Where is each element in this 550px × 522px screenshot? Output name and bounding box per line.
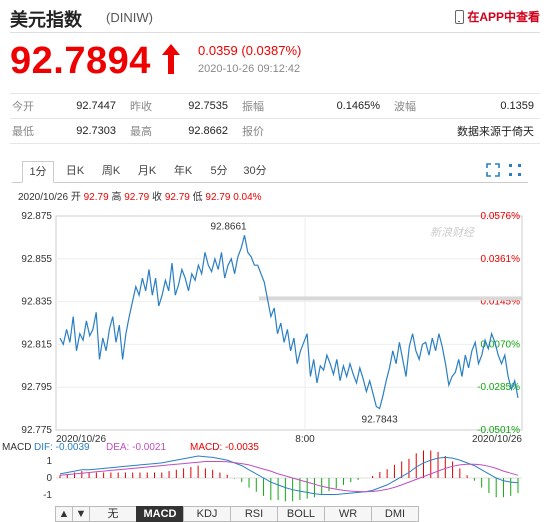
intraday-chart[interactable]: 92.875 92.855 92.835 92.815 92.795 92.775 0.05… xyxy=(0,200,550,506)
stat-value: 0.1465% xyxy=(294,93,386,119)
tab-monthly-k[interactable]: 月K xyxy=(137,165,157,177)
stat-label: 今开 xyxy=(10,93,58,119)
tab-yearly-k[interactable]: 年K xyxy=(173,165,193,177)
y-tick-label-right: 0.0361% xyxy=(481,254,521,265)
up-arrow-icon xyxy=(162,44,180,74)
info-close-label: 收 xyxy=(152,192,163,203)
price-change: 0.0359 (0.0387%) xyxy=(198,43,302,58)
stats-row: 最低 92.7303 最高 92.8662 报价 数据来源于倚天 xyxy=(10,118,540,144)
stat-label: 昨收 xyxy=(122,93,168,119)
stat-label: 最低 xyxy=(10,118,58,144)
stat-value: 0.1359 xyxy=(446,93,540,119)
stats-row: 今开 92.7447 昨收 92.7535 振幅 0.1465% 波幅 0.13… xyxy=(10,93,540,119)
info-low-label: 低 xyxy=(192,192,203,203)
plot-frame xyxy=(55,215,523,431)
data-source-note: 数据来源于倚天 xyxy=(446,118,540,144)
info-low: 92.79 xyxy=(205,192,231,203)
macd-y-tick: 0 xyxy=(46,473,52,484)
scroll-up-button[interactable]: ▲ xyxy=(55,506,73,522)
tab-daily-k[interactable]: 日K xyxy=(65,165,85,177)
y-tick-label: 92.815 xyxy=(21,339,52,350)
macd-dea-line xyxy=(59,461,519,493)
y-tick-label: 92.775 xyxy=(21,425,52,436)
macd-dif-label: DIF: -0.0039 xyxy=(34,442,90,453)
indicator-button-macd[interactable]: MACD xyxy=(136,506,184,522)
stat-label xyxy=(386,118,446,144)
indicator-buttons: ▲ ▼ 无 MACD KDJ RSI BOLL WR DMI xyxy=(55,506,419,522)
y-tick-label: 92.875 xyxy=(21,211,52,222)
ohlc-info: 2020/10/26 开 92.79 高 92.79 收 92.79 低 92.… xyxy=(18,188,262,203)
indicator-button-boll[interactable]: BOLL xyxy=(277,506,325,522)
indicator-button-wr[interactable]: WR xyxy=(324,506,372,522)
macd-value-label: MACD: -0.0035 xyxy=(190,442,259,453)
quote-stats-table: 今开 92.7447 昨收 92.7535 振幅 0.1465% 波幅 0.13… xyxy=(10,93,540,144)
open-in-app-label: 在APP中查看 xyxy=(467,10,540,24)
quote-time: 2020-10-26 09:12:42 xyxy=(198,63,301,75)
period-tabs: 1分 日K 周K 月K 年K 5分 30分 xyxy=(12,157,528,183)
min-price-label: 92.7843 xyxy=(362,415,399,426)
open-in-app-link[interactable]: 在APP中查看 xyxy=(455,8,540,25)
stat-label: 报价 xyxy=(234,118,294,144)
tab-1min[interactable]: 1分 xyxy=(22,161,54,183)
indicator-button-kdj[interactable]: KDJ xyxy=(183,506,231,522)
y-tick-label: 92.835 xyxy=(21,297,52,308)
indicator-button-dmi[interactable]: DMI xyxy=(371,506,419,522)
fullscreen-icon[interactable] xyxy=(486,163,500,177)
header-divider xyxy=(10,32,540,33)
last-price: 92.7894 xyxy=(10,40,151,82)
macd-dea-label: DEA: -0.0021 xyxy=(106,442,166,453)
info-open: 92.79 xyxy=(83,192,109,203)
settings-dots-icon[interactable] xyxy=(508,163,522,177)
info-high: 92.79 xyxy=(124,192,150,203)
price-line xyxy=(59,235,519,410)
macd-y-tick: 1 xyxy=(46,456,52,467)
y-tick-label-right: 0.0145% xyxy=(481,297,521,308)
tab-5min[interactable]: 5分 xyxy=(210,165,228,177)
info-pct: 0.04% xyxy=(233,192,262,203)
macd-label: MACD xyxy=(2,442,31,453)
macd-dif-line xyxy=(59,455,519,495)
stat-label: 最高 xyxy=(122,118,168,144)
watermark: 新浪财经 xyxy=(430,226,475,239)
stat-label: 波幅 xyxy=(386,93,446,119)
phone-icon xyxy=(455,9,465,24)
x-tick-label: 2020/10/26 xyxy=(472,434,522,445)
macd-y-tick: -1 xyxy=(43,490,52,501)
x-tick-label: 8:00 xyxy=(295,434,315,445)
y-tick-label: 92.795 xyxy=(21,382,52,393)
y-tick-label-right: -0.0501% xyxy=(477,425,520,436)
tab-weekly-k[interactable]: 周K xyxy=(101,165,121,177)
y-tick-label: 92.855 xyxy=(21,254,52,265)
stat-value: 92.7447 xyxy=(58,93,122,119)
stat-label: 振幅 xyxy=(234,93,294,119)
stat-value xyxy=(294,118,386,144)
info-open-label: 开 xyxy=(70,192,81,203)
indicator-button-rsi[interactable]: RSI xyxy=(230,506,278,522)
max-price-label: 92.8661 xyxy=(210,221,247,232)
instrument-name: 美元指数 xyxy=(10,10,82,30)
stat-value: 92.7535 xyxy=(168,93,234,119)
prev-close-band xyxy=(259,296,522,301)
info-close: 92.79 xyxy=(164,192,190,203)
indicator-button-无[interactable]: 无 xyxy=(89,506,137,522)
y-tick-label-right: 0.0070% xyxy=(481,339,521,350)
info-date: 2020/10/26 xyxy=(18,192,69,203)
stat-value: 92.7303 xyxy=(58,118,122,144)
x-tick-label: 2020/10/26 xyxy=(56,434,106,445)
tab-30min[interactable]: 30分 xyxy=(243,165,267,177)
y-tick-label-right: -0.0285% xyxy=(477,382,520,393)
instrument-code: (DINIW) xyxy=(106,10,153,25)
page-header: 美元指数 (DINIW) 在APP中查看 xyxy=(10,6,540,30)
scroll-down-button[interactable]: ▼ xyxy=(72,506,90,522)
info-high-label: 高 xyxy=(111,192,122,203)
stat-value: 92.8662 xyxy=(168,118,234,144)
y-tick-label-right: 0.0576% xyxy=(481,211,521,222)
